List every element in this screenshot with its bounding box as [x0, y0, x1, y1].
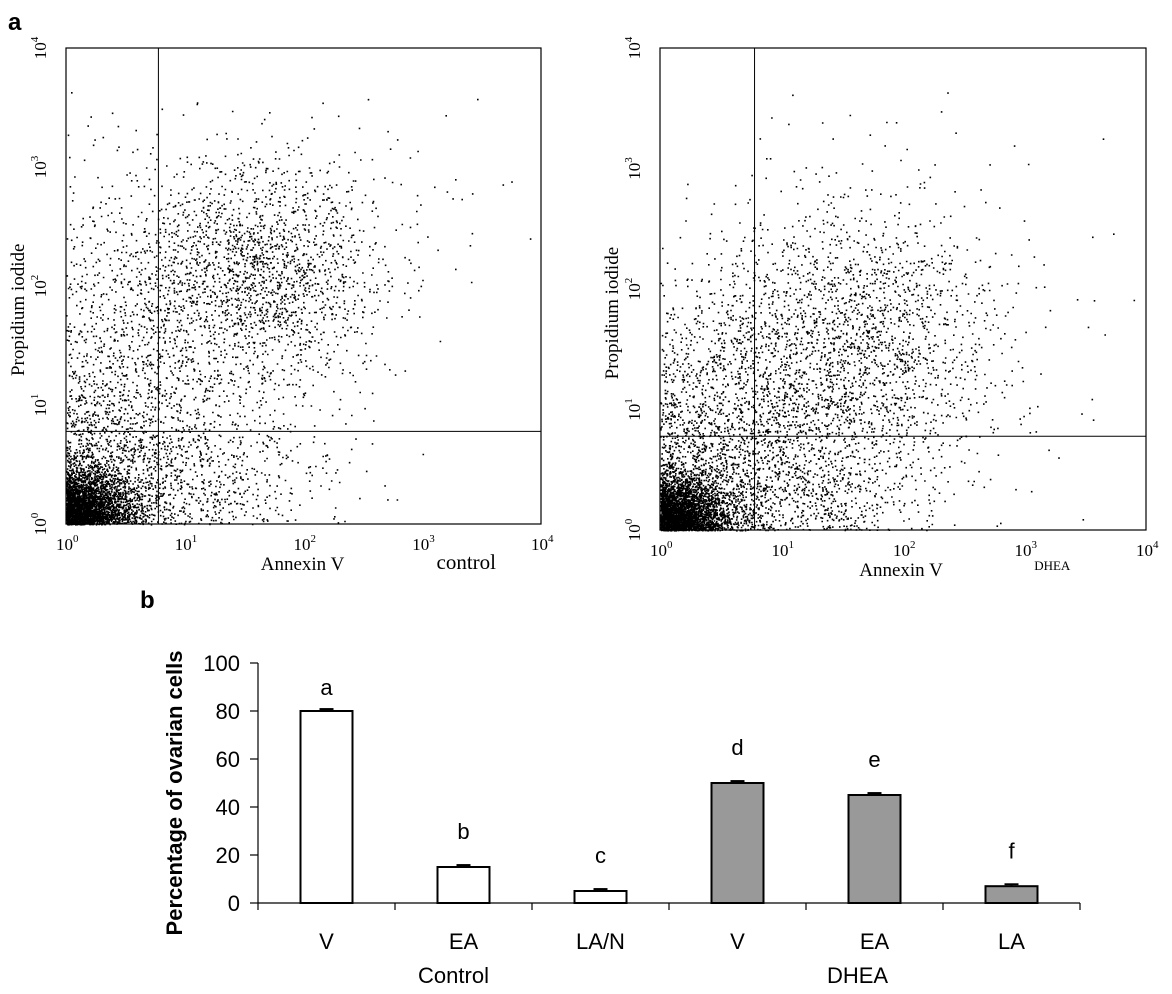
x-tick-exponent: 2: [311, 533, 317, 545]
category-labels: V EA LA/N V EA LA: [319, 929, 1025, 954]
bar: [573, 890, 628, 904]
y-tick-label: 100: [203, 651, 240, 676]
x-axis-label: Annexin V: [859, 560, 943, 581]
x-tick-label: 104: [531, 533, 554, 554]
y-tick-exponent: 0: [29, 512, 41, 518]
x-tick-exponent: 3: [429, 533, 435, 545]
x-tick-label: 101: [175, 533, 198, 554]
group-labels: Control DHEA: [418, 963, 888, 988]
y-tick-label: 40: [216, 795, 240, 820]
x-tick-label: 100: [56, 533, 79, 554]
scatter-points: [660, 92, 1136, 532]
category-label: V: [730, 929, 745, 954]
y-tick-label: 101: [623, 398, 644, 421]
y-tick-label: 60: [216, 747, 240, 772]
y-axis-label: Percentage of ovarian cells: [162, 651, 187, 936]
significance-letter: a: [320, 675, 333, 700]
y-axis-label: Propidium iodide: [8, 244, 29, 376]
scatter-points: [66, 92, 532, 526]
category-label: LA/N: [576, 929, 625, 954]
scatter-dots: [660, 92, 1136, 532]
bar: [984, 885, 1039, 905]
x-tick-label: 103: [1015, 539, 1038, 560]
bar: [436, 866, 491, 904]
panel-label-b: b: [140, 587, 155, 614]
y-tick-exponent: 4: [29, 36, 41, 42]
condition-label: control: [437, 550, 497, 574]
y-tick-label: 103: [623, 157, 644, 180]
y-tick-exponent: 0: [623, 518, 635, 524]
y-tick-label: 102: [29, 275, 50, 298]
x-tick-exponent: 3: [1032, 539, 1038, 551]
category-label: LA: [998, 929, 1025, 954]
x-axis-ticks: [257, 903, 1081, 910]
scatter-dots: [66, 92, 532, 526]
y-tick-exponent: 1: [29, 394, 41, 400]
y-tick-label: 103: [29, 155, 50, 178]
condition-label: DHEA: [1034, 558, 1071, 573]
group-label: Control: [418, 963, 489, 988]
x-tick-exponent: 1: [192, 533, 198, 545]
x-tick-exponent: 0: [73, 533, 79, 545]
y-tick-label: 101: [29, 394, 50, 417]
x-tick-label: 104: [1136, 539, 1159, 560]
category-label: EA: [449, 929, 479, 954]
x-tick-label: 103: [412, 533, 435, 554]
panel-label-a: a: [8, 9, 22, 36]
y-tick-exponent: 2: [623, 278, 635, 284]
x-tick-exponent: 1: [789, 539, 795, 551]
bar: [847, 794, 902, 904]
bar-chart: 0 20 40 60 80 100 a b c d e f V EA LA/N V EA LA Control…: [162, 651, 1081, 988]
y-tick-label: 100: [623, 518, 644, 541]
x-tick-label: 100: [650, 539, 673, 560]
y-tick-exponent: 2: [29, 275, 41, 281]
y-axis-label: Propidium iodide: [602, 247, 623, 379]
x-tick-label: 102: [294, 533, 317, 554]
group-label: DHEA: [827, 963, 888, 988]
significance-letter: e: [868, 747, 880, 772]
x-tick-label: 101: [772, 539, 795, 560]
y-tick-exponent: 3: [29, 155, 41, 161]
y-tick-label: 104: [623, 36, 644, 59]
x-tick-exponent: 4: [548, 533, 554, 545]
y-tick-exponent: 1: [623, 398, 635, 404]
x-tick-label: 102: [893, 539, 916, 560]
y-axis-ticks: 0 20 40 60 80 100: [203, 651, 258, 916]
y-tick-label: 104: [29, 36, 50, 59]
y-tick-label: 100: [29, 512, 50, 535]
significance-letter: d: [731, 735, 743, 760]
plot-frame: [659, 47, 1147, 531]
x-tick-exponent: 4: [1153, 539, 1159, 551]
bars: a b c d e f: [299, 675, 1039, 905]
x-tick-exponent: 2: [910, 539, 916, 551]
x-axis-ticks: 100 101 102 103 104: [650, 539, 1159, 560]
category-label: V: [319, 929, 334, 954]
y-tick-exponent: 3: [623, 157, 635, 163]
x-axis-label: Annexin V: [261, 554, 345, 575]
y-tick-exponent: 4: [623, 36, 635, 42]
bar: [710, 782, 765, 904]
significance-letter: f: [1008, 838, 1015, 863]
y-tick-label: 102: [623, 278, 644, 301]
significance-letter: b: [457, 819, 469, 844]
category-label: EA: [860, 929, 890, 954]
significance-letter: c: [595, 843, 606, 868]
y-tick-label: 80: [216, 699, 240, 724]
y-tick-label: 20: [216, 843, 240, 868]
bar: [299, 710, 354, 904]
x-tick-exponent: 0: [667, 539, 673, 551]
plot-frame: [65, 47, 542, 525]
y-tick-label: 0: [228, 891, 240, 916]
